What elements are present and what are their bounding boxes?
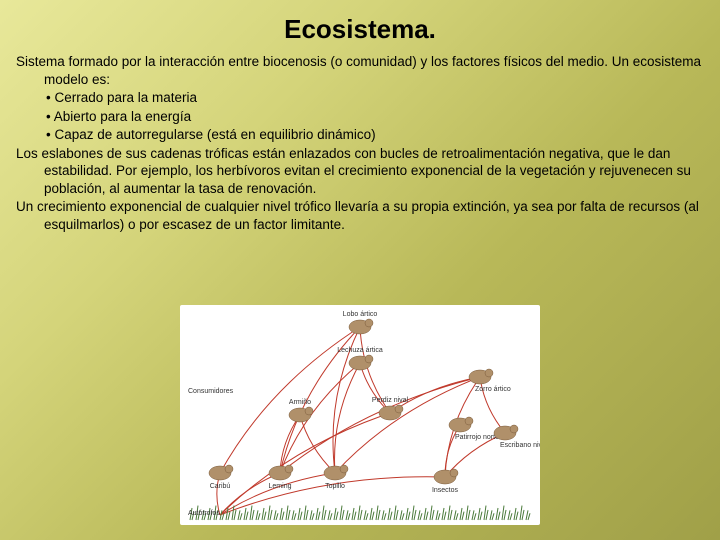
svg-text:Insectos: Insectos <box>432 487 459 494</box>
slide-text: Sistema formado por la interacción entre… <box>0 53 720 233</box>
page-title: Ecosistema. <box>0 0 720 53</box>
svg-text:Leming: Leming <box>269 483 292 490</box>
svg-text:Caribú: Caribú <box>210 483 231 490</box>
svg-text:Consumidores: Consumidores <box>188 388 234 395</box>
paragraph-2: Los eslabones de sus cadenas tróficas es… <box>16 145 704 198</box>
svg-text:Topillo: Topillo <box>325 483 345 490</box>
svg-text:Autótrofos: Autótrofos <box>188 510 220 517</box>
svg-text:Escribano nival: Escribano nival <box>500 442 540 449</box>
svg-text:Lobo ártico: Lobo ártico <box>343 311 378 318</box>
svg-text:Lechuza ártica: Lechuza ártica <box>337 347 383 354</box>
intro-paragraph: Sistema formado por la interacción entre… <box>16 53 704 88</box>
svg-text:Zorro ártico: Zorro ártico <box>475 386 511 393</box>
bullet-3: Capaz de autorregularse (está en equilib… <box>16 126 704 144</box>
food-web-diagram: Lobo ártico Lechuza ártica Zorro ártico Con… <box>180 305 540 525</box>
svg-text:Perdiz nival: Perdiz nival <box>372 397 409 404</box>
paragraph-3: Un crecimiento exponencial de cualquier … <box>16 198 704 233</box>
svg-text:Armiño: Armiño <box>289 399 311 406</box>
bullet-1: Cerrado para la materia <box>16 89 704 107</box>
bullet-2: Abierto para la energía <box>16 108 704 126</box>
